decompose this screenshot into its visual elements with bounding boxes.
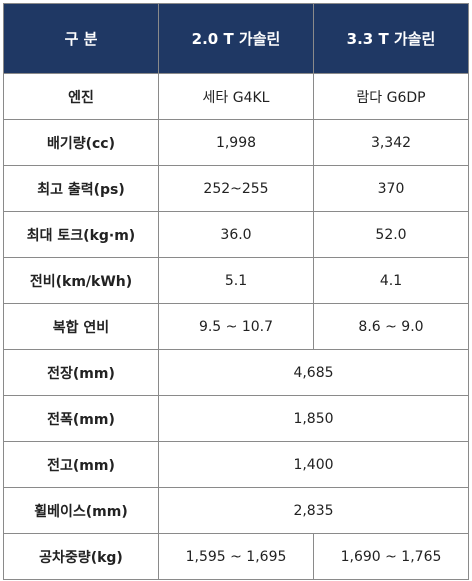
cell-value: 4,685 <box>158 349 469 396</box>
header-3-3t-gasoline: 3.3 T 가솔린 <box>313 3 469 74</box>
cell-value: 52.0 <box>313 211 469 258</box>
row-label: 전비(km/kWh) <box>3 257 159 304</box>
row-wheelbase: 휠베이스(mm) 2,835 <box>3 487 469 534</box>
cell-value: 4.1 <box>313 257 469 304</box>
row-height: 전고(mm) 1,400 <box>3 441 469 488</box>
cell-value: 1,850 <box>158 395 469 442</box>
row-length: 전장(mm) 4,685 <box>3 349 469 396</box>
row-max-power: 최고 출력(ps) 252~255 370 <box>3 165 469 212</box>
row-engine: 엔진 세타 G4KL 람다 G6DP <box>3 73 469 120</box>
cell-value: 2,835 <box>158 487 469 534</box>
header-row: 구 분 2.0 T 가솔린 3.3 T 가솔린 <box>3 3 469 74</box>
cell-value: 252~255 <box>158 165 314 212</box>
cell-value: 9.5 ~ 10.7 <box>158 303 314 350</box>
row-label: 전고(mm) <box>3 441 159 488</box>
row-label: 복합 연비 <box>3 303 159 350</box>
row-displacement: 배기량(cc) 1,998 3,342 <box>3 119 469 166</box>
row-max-torque: 최대 토크(kg·m) 36.0 52.0 <box>3 211 469 258</box>
row-curb-weight: 공차중량(kg) 1,595 ~ 1,695 1,690 ~ 1,765 <box>3 533 469 580</box>
row-label: 최대 토크(kg·m) <box>3 211 159 258</box>
cell-value: 36.0 <box>158 211 314 258</box>
row-efficiency: 전비(km/kWh) 5.1 4.1 <box>3 257 469 304</box>
cell-value: 람다 G6DP <box>313 73 469 120</box>
row-label: 최고 출력(ps) <box>3 165 159 212</box>
row-label: 전장(mm) <box>3 349 159 396</box>
cell-value: 370 <box>313 165 469 212</box>
cell-value: 5.1 <box>158 257 314 304</box>
row-width: 전폭(mm) 1,850 <box>3 395 469 442</box>
row-label: 공차중량(kg) <box>3 533 159 580</box>
row-label: 전폭(mm) <box>3 395 159 442</box>
cell-value: 세타 G4KL <box>158 73 314 120</box>
header-2-0t-gasoline: 2.0 T 가솔린 <box>158 3 314 74</box>
cell-value: 3,342 <box>313 119 469 166</box>
row-combined-mileage: 복합 연비 9.5 ~ 10.7 8.6 ~ 9.0 <box>3 303 469 350</box>
spec-table: 구 분 2.0 T 가솔린 3.3 T 가솔린 엔진 세타 G4KL 람다 G6… <box>3 3 469 580</box>
cell-value: 1,998 <box>158 119 314 166</box>
header-category: 구 분 <box>3 3 159 74</box>
cell-value: 1,400 <box>158 441 469 488</box>
cell-value: 1,690 ~ 1,765 <box>313 533 469 580</box>
row-label: 휠베이스(mm) <box>3 487 159 534</box>
row-label: 엔진 <box>3 73 159 120</box>
cell-value: 1,595 ~ 1,695 <box>158 533 314 580</box>
cell-value: 8.6 ~ 9.0 <box>313 303 469 350</box>
row-label: 배기량(cc) <box>3 119 159 166</box>
